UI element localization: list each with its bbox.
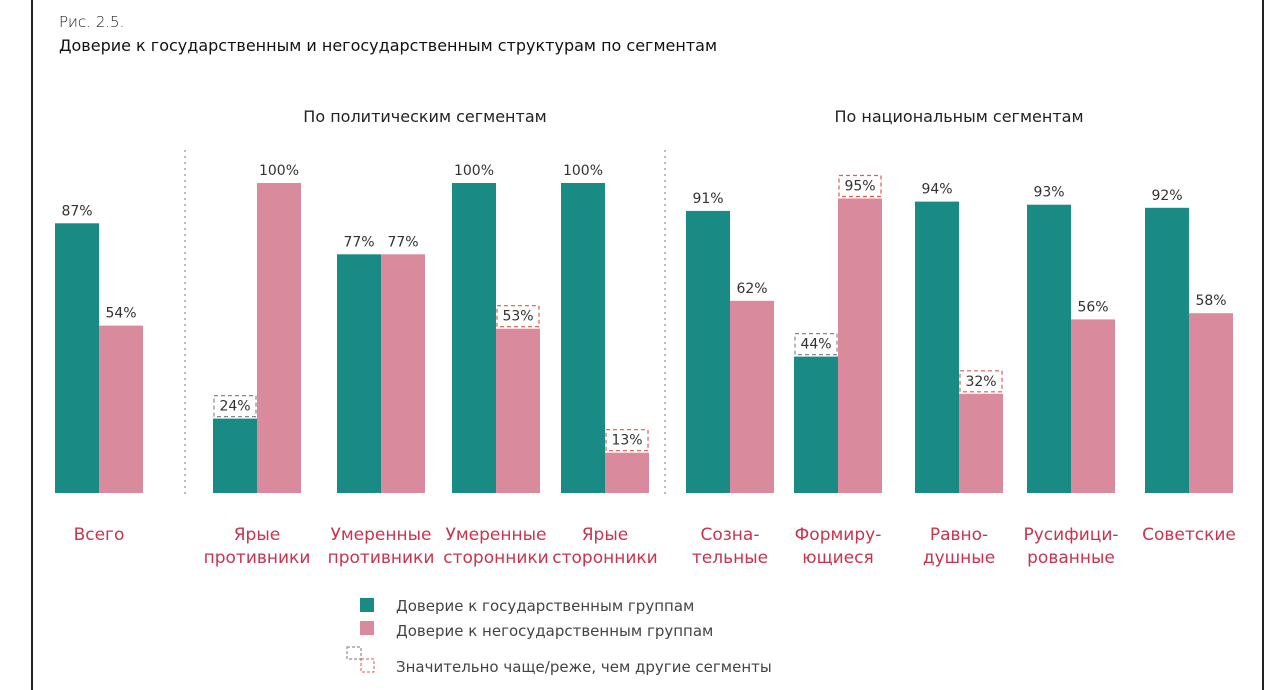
value-label: 95%	[844, 179, 875, 195]
highlight-box	[213, 395, 257, 418]
bar-nonstate	[257, 183, 301, 493]
bar-state	[213, 418, 257, 493]
bar-nonstate	[959, 393, 1003, 493]
group-title-political: По политическим сегментам	[303, 107, 546, 126]
figure-label: Рис. 2.5.	[59, 13, 125, 31]
value-label: 77%	[343, 234, 374, 250]
highlight-box	[838, 174, 882, 198]
category-label: Советские	[1142, 525, 1236, 545]
category-label: Созна-	[701, 525, 760, 545]
value-label: 87%	[61, 203, 92, 219]
figure-frame	[31, 0, 1264, 690]
value-label: 56%	[1077, 299, 1108, 315]
bar-state	[686, 210, 730, 493]
bar-nonstate	[496, 328, 540, 493]
category-label: тельные	[692, 548, 768, 568]
bar-nonstate	[730, 300, 774, 493]
value-label: 91%	[692, 191, 723, 207]
value-label: 24%	[219, 399, 250, 415]
legend-label-nonstate: Доверие к негосударственным группам	[396, 622, 713, 640]
category-label: Ярые	[234, 525, 280, 545]
category-label: Ярые	[582, 525, 628, 545]
category-label: ющиеся	[802, 548, 873, 568]
category-label: рованные	[1027, 548, 1115, 568]
legend-highlight-icon	[346, 646, 375, 673]
bar-nonstate	[838, 198, 882, 493]
category-label: сторонники	[443, 548, 548, 568]
category-label: Равно-	[930, 525, 988, 545]
value-label: 77%	[387, 234, 418, 250]
value-label: 32%	[965, 374, 996, 390]
group-title-national: По национальным сегментам	[834, 107, 1083, 126]
bar-nonstate	[1071, 319, 1115, 493]
value-label: 100%	[563, 163, 603, 179]
value-label: 62%	[736, 281, 767, 297]
category-label: душные	[923, 548, 995, 568]
figure-title: Доверие к государственным и негосударств…	[59, 36, 718, 55]
legend-label-state: Доверие к государственным группам	[396, 597, 694, 615]
category-label: Умеренные	[445, 525, 546, 545]
legend-swatch-state	[360, 598, 374, 612]
bar-nonstate	[605, 452, 649, 493]
value-label: 54%	[105, 306, 136, 322]
bar-state	[452, 183, 496, 493]
highlight-box	[794, 333, 838, 356]
category-label: Формиру-	[795, 525, 882, 545]
value-label: 58%	[1195, 293, 1226, 309]
value-label: 93%	[1033, 185, 1064, 201]
category-label: сторонники	[552, 548, 657, 568]
highlight-box	[496, 305, 540, 328]
highlight-box	[605, 429, 649, 452]
value-label: 92%	[1151, 188, 1182, 204]
bar-nonstate	[99, 325, 143, 493]
bar-nonstate	[1189, 313, 1233, 493]
bar-state	[561, 183, 605, 493]
legend-label-highlight: Значительно чаще/реже, чем другие сегмен…	[396, 658, 772, 676]
value-label: 53%	[502, 309, 533, 325]
highlight-box	[959, 370, 1003, 393]
category-label: Русифици-	[1023, 525, 1118, 545]
value-label: 94%	[921, 182, 952, 198]
category-label: противники	[328, 548, 435, 568]
bars-layer: 87% 54% Всего 24% 100% Ярые противники 77% 77% Ум…	[55, 163, 1236, 568]
bar-state	[1145, 207, 1189, 494]
bar-nonstate	[381, 254, 425, 493]
bar-state	[337, 254, 381, 493]
value-label: 44%	[800, 337, 831, 353]
value-label: 13%	[611, 433, 642, 449]
category-label: Всего	[74, 525, 125, 545]
bar-state	[55, 223, 99, 494]
category-label: противники	[204, 548, 311, 568]
value-label: 100%	[454, 163, 494, 179]
bar-state	[915, 201, 959, 493]
category-label: Умеренные	[330, 525, 431, 545]
bar-state	[794, 356, 838, 493]
legend-swatch-nonstate	[360, 621, 374, 635]
bar-state	[1027, 204, 1071, 493]
value-label: 100%	[259, 163, 299, 179]
